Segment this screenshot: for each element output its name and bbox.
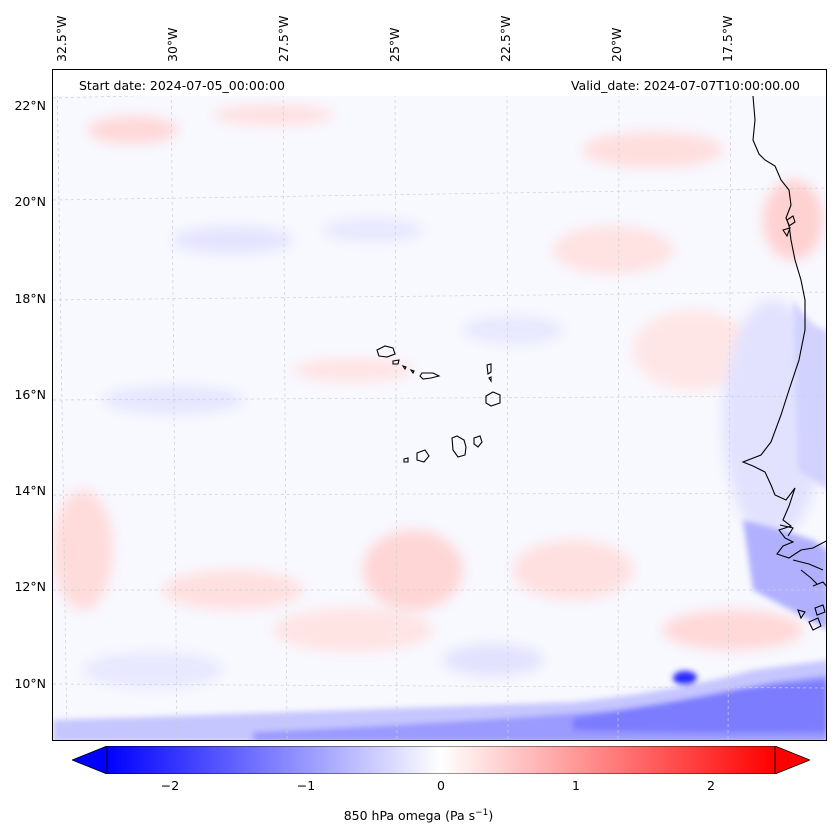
- colorbar-min-extend: [72, 746, 108, 774]
- ascent-band: [53, 300, 826, 740]
- west-africa-coastline: [741, 95, 826, 631]
- date-info-bar: [53, 70, 826, 96]
- colorbar-label-close: ): [488, 808, 494, 824]
- lon-label-27-5w: 27.5°W: [276, 15, 291, 62]
- colorbar-tick-minus-2: −2: [160, 778, 180, 793]
- lat-label-10n: 10°N: [14, 676, 46, 691]
- lat-label-16n: 16°N: [14, 387, 46, 402]
- colorbar-tick-0: 0: [437, 778, 445, 793]
- colorbar-label-text: 850 hPa omega (Pa s: [343, 808, 476, 824]
- lat-label-20n: 20°N: [14, 194, 46, 209]
- lon-label-32-5w: 32.5°W: [54, 15, 69, 62]
- map-panel: [52, 69, 827, 741]
- lat-label-14n: 14°N: [14, 483, 46, 498]
- lat-label-18n: 18°N: [14, 291, 46, 306]
- lon-label-20w: 20°W: [609, 27, 624, 62]
- colorbar-label-exponent: −1: [475, 808, 489, 818]
- colorbar-max-extend: [774, 746, 810, 774]
- start-date-label: Start date: 2024-07-05_00:00:00: [79, 78, 285, 93]
- colorbar-gradient: [106, 746, 776, 774]
- lon-label-22-5w: 22.5°W: [498, 15, 513, 62]
- valid-date-label: Valid_date: 2024-07-07T10:00:00.00: [570, 78, 800, 93]
- lon-label-25w: 25°W: [387, 27, 402, 62]
- colorbar-tick-1: 1: [572, 778, 580, 793]
- colorbar-tick-minus-1: −1: [296, 778, 316, 793]
- cape-verde-islands: [376, 345, 501, 463]
- colorbar: [72, 746, 810, 774]
- lat-label-12n: 12°N: [14, 579, 46, 594]
- colorbar-tick-2: 2: [707, 778, 715, 793]
- lat-label-22n: 22°N: [14, 98, 46, 113]
- omega-field-map: [53, 70, 826, 740]
- lon-label-30w: 30°W: [165, 27, 180, 62]
- lon-label-17-5w: 17.5°W: [720, 15, 735, 62]
- colorbar-label: 850 hPa omega (Pa s−1): [0, 808, 837, 823]
